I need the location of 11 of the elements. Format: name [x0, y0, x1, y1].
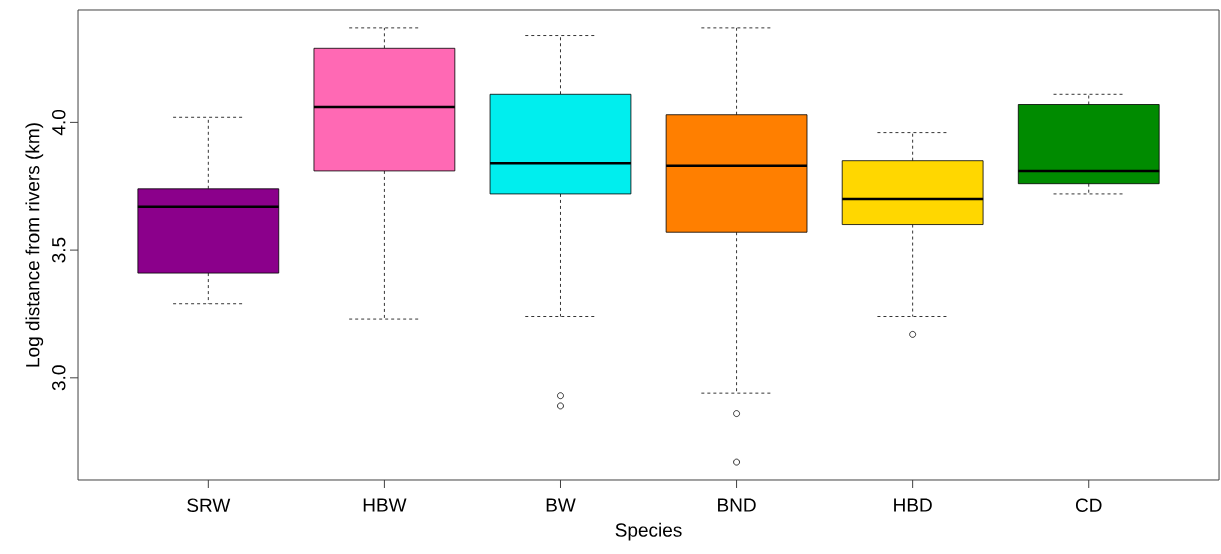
x-tick-label: SRW — [187, 498, 231, 512]
y-tick-label: 4.0 — [52, 109, 66, 136]
x-tick-label: CD — [1075, 498, 1102, 512]
x-tick-label: HBW — [363, 498, 407, 512]
y-tick-label: 3.0 — [52, 365, 66, 391]
x-tick-label: BND — [718, 498, 756, 512]
y-tick-label: 3.5 — [52, 237, 66, 263]
x-tick-label: HBD — [894, 498, 932, 512]
x-tick-label: BW — [546, 498, 576, 512]
x-axis-title: Species — [615, 522, 682, 541]
y-axis-title: Log distance from rivers (km) — [25, 123, 44, 367]
